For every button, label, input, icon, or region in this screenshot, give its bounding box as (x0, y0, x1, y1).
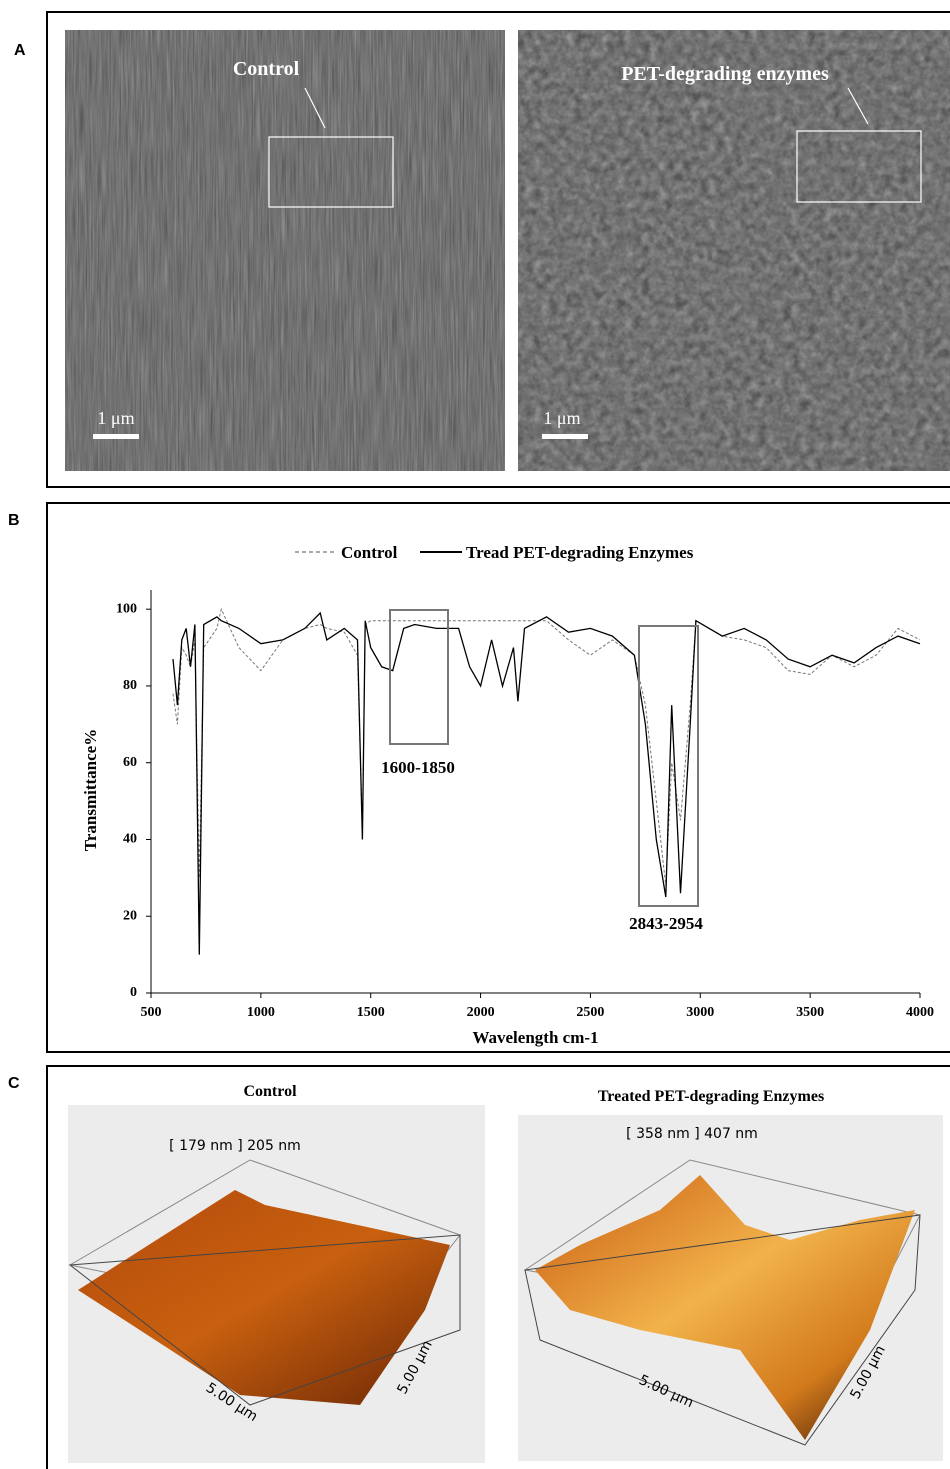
x-tick-label: 4000 (906, 1005, 934, 1020)
afm-title: Control (243, 1083, 297, 1100)
afm-surface (535, 1175, 915, 1440)
annotation: 2843-2954 (629, 914, 703, 933)
scale-bar-label: 1 μm (97, 408, 134, 428)
y-tick-label: 20 (123, 908, 137, 923)
panel-label: B (8, 512, 20, 529)
y-tick-label: 100 (116, 601, 137, 616)
image-label: PET-degrading enzymes (621, 63, 829, 85)
legend-label: Control (341, 543, 398, 562)
afm-box (524, 1214, 921, 1446)
scale-bar (93, 434, 139, 439)
series-line (172, 611, 921, 955)
y-tick-label: 60 (123, 755, 137, 770)
x-tick-label: 1500 (357, 1005, 385, 1020)
scale-bar (542, 434, 588, 439)
afm-box (68, 1234, 461, 1406)
scale-bar-label: 1 μm (543, 408, 580, 428)
x-tick-label: 500 (141, 1005, 162, 1020)
highlight-box (268, 136, 394, 208)
panel-frame (46, 1065, 950, 1469)
y-tick-label: 80 (123, 678, 137, 693)
panel-frame (46, 11, 950, 488)
annotation-box (389, 609, 449, 745)
arrow (304, 87, 326, 129)
sem-texture (65, 30, 505, 471)
sem-texture (518, 30, 950, 471)
highlight-box (796, 130, 922, 203)
x-tick-label: 2000 (467, 1005, 495, 1020)
afm-title: Treated PET-degrading Enzymes (598, 1088, 824, 1105)
series-line (172, 607, 921, 886)
y-axis-label: Transmittance% (81, 729, 100, 851)
annotation: 1600-1850 (381, 758, 455, 777)
x-tick-label: 1000 (247, 1005, 275, 1020)
y-tick-label: 40 (123, 832, 137, 847)
panel-label: C (8, 1075, 20, 1092)
x-tick-label: 3000 (686, 1005, 714, 1020)
x-axis-label: Wavelength cm-1 (472, 1028, 598, 1047)
x-tick-label: 2500 (576, 1005, 604, 1020)
arrow (847, 87, 869, 125)
y-tick-label: 0 (130, 985, 137, 1000)
height-range: [ 179 nm ] 205 nm (169, 1138, 301, 1154)
x-tick-label: 3500 (796, 1005, 824, 1020)
legend-label: Tread PET-degrading Enzymes (466, 543, 694, 562)
ftir-chart: 0 20 40 60 80 100 500 1000 1500 2000 2500 3000 3500 4… (81, 543, 934, 1047)
panel-label: A (14, 42, 26, 59)
height-range: [ 358 nm ] 407 nm (626, 1126, 758, 1142)
annotation-box (638, 625, 699, 907)
afm-surface (78, 1190, 450, 1405)
image-label: Control (233, 58, 300, 80)
panel-frame (46, 502, 950, 1053)
